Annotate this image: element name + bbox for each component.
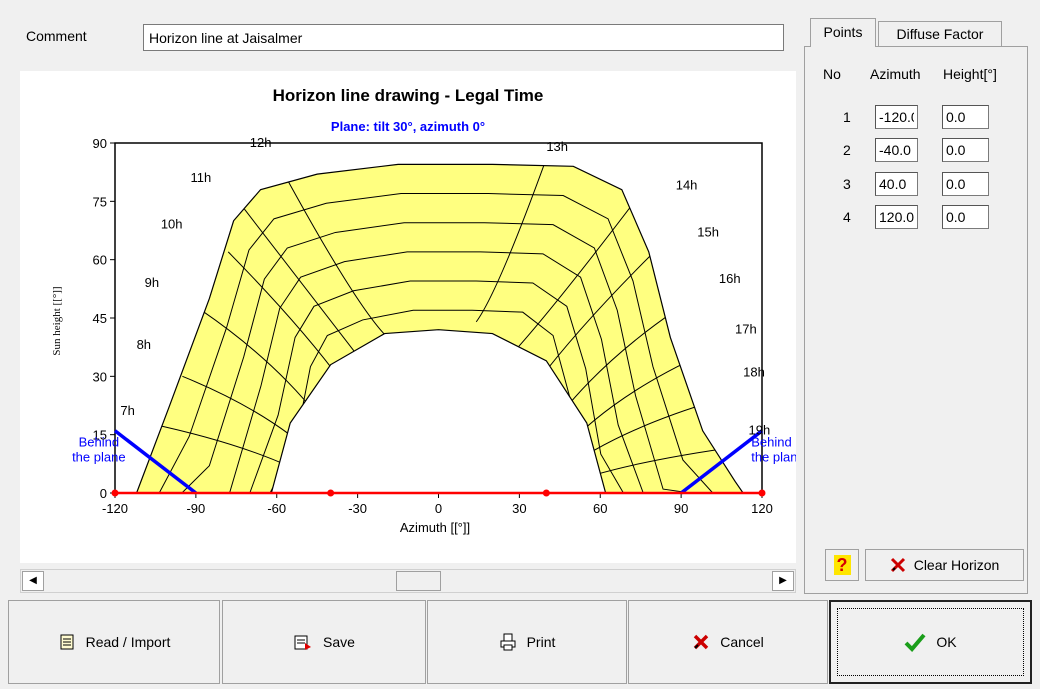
save-label: Save bbox=[323, 634, 355, 650]
hour-label: 12h bbox=[250, 135, 272, 150]
print-button[interactable]: Print bbox=[427, 600, 627, 684]
x-tick-label: 0 bbox=[435, 501, 442, 516]
hour-label: 10h bbox=[161, 217, 183, 232]
horizon-point bbox=[758, 489, 766, 497]
cancel-label: Cancel bbox=[720, 634, 764, 650]
print-label: Print bbox=[526, 634, 556, 650]
y-tick-label: 30 bbox=[93, 369, 107, 384]
hour-line bbox=[508, 193, 642, 358]
column-header-no: No bbox=[823, 66, 841, 82]
points-panel bbox=[804, 46, 1028, 594]
printer-icon bbox=[500, 633, 516, 651]
chart-svg: Horizon line drawing - Legal Time Plane:… bbox=[51, 86, 796, 535]
y-tick-label: 90 bbox=[93, 136, 107, 151]
read-import-button[interactable]: Read / Import bbox=[8, 600, 220, 684]
y-tick-label: 75 bbox=[93, 194, 107, 209]
azimuth-field-2[interactable] bbox=[875, 138, 918, 162]
green-check-icon bbox=[904, 633, 926, 652]
hour-label: 13h bbox=[546, 139, 568, 154]
x-tick-label: 60 bbox=[593, 501, 607, 516]
x-tick-label: -120 bbox=[102, 501, 128, 516]
help-icon: ? bbox=[833, 555, 851, 575]
behind-plane-annotation: Behind bbox=[79, 434, 119, 449]
day-line bbox=[227, 280, 652, 493]
save-button[interactable]: Save bbox=[222, 600, 426, 684]
hour-label: 18h bbox=[743, 364, 765, 379]
column-header-azimuth: Azimuth bbox=[870, 66, 921, 82]
horizon-chart: Horizon line drawing - Legal Time Plane:… bbox=[20, 71, 796, 563]
x-tick-label: -60 bbox=[267, 501, 286, 516]
hour-label: 15h bbox=[697, 224, 719, 239]
x-axis-label: Azimuth [[°]] bbox=[400, 520, 470, 535]
chart-title: Horizon line drawing - Legal Time bbox=[273, 86, 544, 105]
x-tick-label: 120 bbox=[751, 501, 773, 516]
ok-button[interactable]: OK bbox=[829, 600, 1032, 684]
x-tick-label: 90 bbox=[674, 501, 688, 516]
height-field-3[interactable] bbox=[942, 172, 989, 196]
day-line bbox=[204, 251, 675, 493]
horizon-point bbox=[542, 489, 550, 497]
cancel-button[interactable]: Cancel bbox=[628, 600, 828, 684]
azimuth-field-1[interactable] bbox=[875, 105, 918, 129]
help-button[interactable]: ? bbox=[825, 549, 859, 581]
y-tick-label: 15 bbox=[93, 428, 107, 443]
hour-label: 17h bbox=[735, 322, 757, 337]
row-number: 1 bbox=[843, 109, 851, 125]
clear-horizon-label: Clear Horizon bbox=[913, 557, 1000, 573]
hour-label: 19h bbox=[749, 423, 771, 438]
behind-plane-annotation: the plane bbox=[751, 449, 796, 464]
tab-diffuse-factor[interactable]: Diffuse Factor bbox=[878, 21, 1002, 46]
day-line bbox=[158, 193, 721, 493]
save-icon bbox=[294, 635, 312, 650]
scroll-left-icon[interactable]: ◀ bbox=[22, 571, 44, 591]
horizon-point bbox=[327, 489, 335, 497]
behind-plane-line-right bbox=[680, 429, 764, 495]
clear-horizon-button[interactable]: Clear Horizon bbox=[865, 549, 1024, 581]
x-tick-label: -30 bbox=[348, 501, 367, 516]
hour-label: 11h bbox=[190, 170, 211, 185]
hour-label: 16h bbox=[719, 271, 741, 286]
row-number: 4 bbox=[843, 209, 851, 225]
row-number: 3 bbox=[843, 176, 851, 192]
x-tick-label: -90 bbox=[186, 501, 205, 516]
document-icon bbox=[60, 634, 74, 650]
chart-horizontal-scrollbar[interactable]: ◀ ▶ bbox=[20, 569, 796, 593]
tab-points[interactable]: Points bbox=[810, 18, 876, 47]
x-tick-label: 30 bbox=[512, 501, 526, 516]
behind-plane-annotation: Behind bbox=[751, 434, 791, 449]
red-x-icon bbox=[890, 557, 905, 573]
y-tick-label: 0 bbox=[100, 486, 107, 501]
hour-label: 8h bbox=[137, 337, 151, 352]
column-header-height: Height[°] bbox=[943, 66, 997, 82]
height-field-4[interactable] bbox=[942, 205, 989, 229]
row-number: 2 bbox=[843, 142, 851, 158]
horizon-point bbox=[111, 489, 119, 497]
hour-label: 9h bbox=[145, 275, 159, 290]
comment-input[interactable] bbox=[143, 24, 784, 51]
height-field-2[interactable] bbox=[942, 138, 989, 162]
hour-label: 7h bbox=[120, 403, 134, 418]
height-field-1[interactable] bbox=[942, 105, 989, 129]
y-tick-label: 45 bbox=[93, 311, 107, 326]
ok-label: OK bbox=[936, 634, 957, 650]
chart-subtitle: Plane: tilt 30°, azimuth 0° bbox=[331, 119, 485, 134]
behind-plane-line-left bbox=[113, 429, 197, 495]
focus-rectangle bbox=[837, 608, 1024, 676]
hour-label: 14h bbox=[676, 178, 698, 193]
behind-plane-annotation: the plane bbox=[72, 449, 126, 464]
scroll-right-icon[interactable]: ▶ bbox=[772, 571, 794, 591]
comment-label: Comment bbox=[26, 28, 87, 44]
y-axis-label: Sun height [[°]] bbox=[51, 286, 63, 355]
azimuth-field-4[interactable] bbox=[875, 205, 918, 229]
hour-line bbox=[281, 169, 385, 334]
azimuth-field-3[interactable] bbox=[875, 172, 918, 196]
hour-line bbox=[475, 164, 547, 323]
day-line bbox=[181, 222, 698, 493]
scroll-thumb[interactable] bbox=[396, 571, 441, 591]
read-import-label: Read / Import bbox=[85, 634, 171, 650]
red-x-icon bbox=[693, 634, 709, 650]
y-tick-label: 60 bbox=[93, 253, 107, 268]
